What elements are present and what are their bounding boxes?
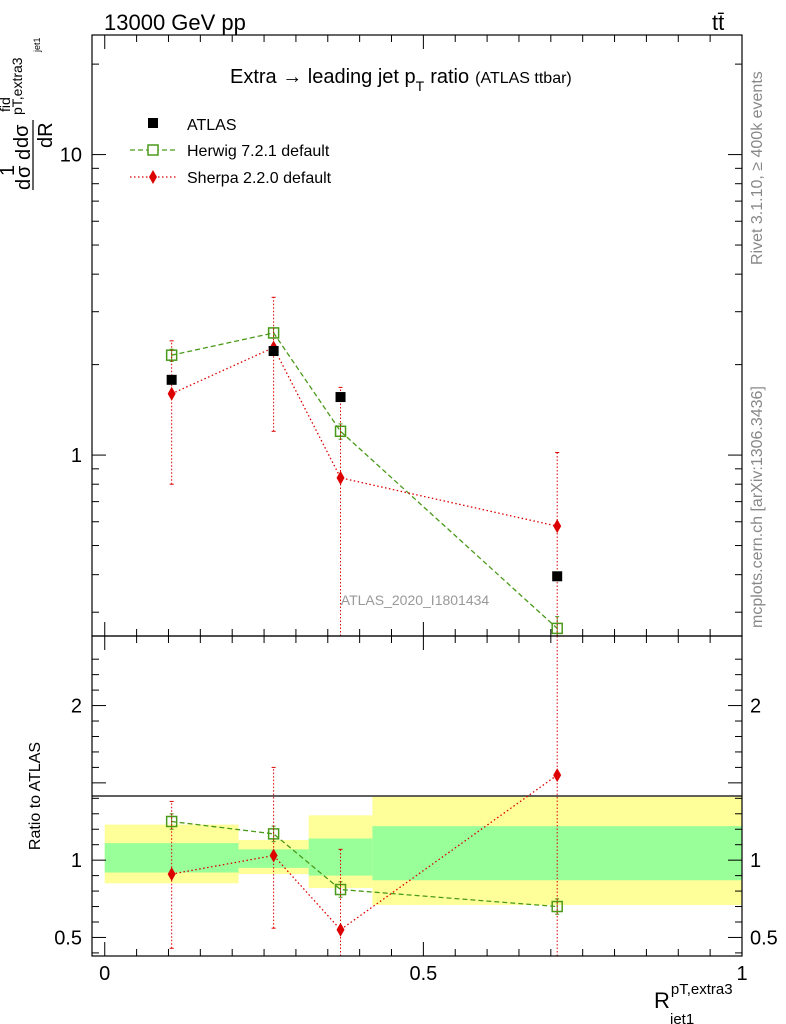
main-y-axis-label: d σ 1 d dσ fid pT,extra3 jet1 dR [0,37,57,190]
chart-title: Extra → leading jet pT ratio (ATLAS ttbar) [230,66,572,94]
ratio-herwig-line [171,820,558,908]
main-panel: 1 10 Extra → leading jet pT ratio (ATLAS tt… [0,34,743,637]
ratio-sherpa-point [269,848,278,863]
ratio-ytick-label-right: 0.5 [750,927,778,949]
ratio-frame [91,635,743,957]
legend-label-atlas: ATLAS [187,117,237,134]
ratio-ytick-label-right: 1 [750,850,761,872]
ratio-herwig-point [551,900,563,913]
main-ytick-label: 1 [71,445,82,467]
main-ylabel-d: d [13,179,35,190]
ratio-y-ticks: 0.5 0.5 1 1 2 2 [54,658,778,954]
rivet-label: Rivet 3.1.10, ≥ 400k events [749,71,766,265]
ratio-panel: 0.5 0.51 12 2 0 0.5 1 Ratio to ATLAS RpT,extr… [27,35,778,1024]
main-atlas-point [268,346,279,357]
main-herwig-line [171,332,558,629]
legend: ATLAS Herwig 7.2.1 default Sherpa 2.2.0 … [130,117,332,187]
ratio-ytick-label-right: 2 [750,696,761,718]
main-ylabel-sigma: dσ [11,124,33,148]
main-ylabel-frac: σ [13,165,35,178]
source-label: mcplots.cern.ch [arXiv:1306.3436] [749,386,766,628]
analysis-tag: ATLAS_2020_I1801434 [341,592,490,608]
ratio-marks [165,636,563,956]
ratio-ytick-label: 2 [71,696,82,718]
xtick-label: 0 [99,963,110,985]
main-atlas-point [166,374,177,385]
main-ylabel-fid: fid [0,97,13,112]
main-ylabel-dr: dR [35,122,57,148]
main-sherpa-point [336,470,345,485]
main-ylabel-sub: pT,extra3 [9,57,25,115]
xtick-label: 0.5 [409,963,437,985]
main-herwig-point [551,622,563,635]
process-label: tt̄ [712,10,724,35]
ratio-sherpa-point [167,867,176,882]
main-sherpa-point [167,386,176,401]
main-atlas-point [335,392,346,403]
main-sherpa-point [553,519,562,534]
xtick-label: 1 [736,963,747,985]
ratio-ytick-label: 0.5 [54,927,82,949]
legend-marker-herwig [147,144,159,156]
ratio-bands [104,796,742,905]
ratio-sherpa-line [171,774,558,931]
ratio-herwig-point [165,815,178,828]
main-atlas-point [552,571,563,582]
main-ylabel-dsigma: d [13,149,35,160]
main-marks [165,296,563,636]
main-ytick-label: 10 [60,145,82,167]
main-ylabel-one: 1 [0,165,19,176]
legend-label-herwig: Herwig 7.2.1 default [187,143,330,160]
x-axis-label: RpT,extra3 jet1 [654,981,733,1024]
legend-marker-atlas [148,118,158,128]
energy-label: 13000 GeV pp [104,10,246,35]
ratio-ytick-label: 1 [71,850,82,872]
ratio-ylabel: Ratio to ATLAS [27,742,44,850]
main-herwig-point [267,327,280,339]
main-ylabel-sub2: jet1 [32,37,42,53]
ratio-sherpa-point [336,922,345,937]
x-ticks: 0 0.5 1 [99,35,748,985]
legend-marker-sherpa [149,170,157,184]
main-sherpa-line [171,346,558,527]
legend-label-sherpa: Sherpa 2.2.0 default [187,170,332,187]
ratio-sherpa-point [553,768,562,783]
main-y-ticks: 1 10 [60,63,742,613]
